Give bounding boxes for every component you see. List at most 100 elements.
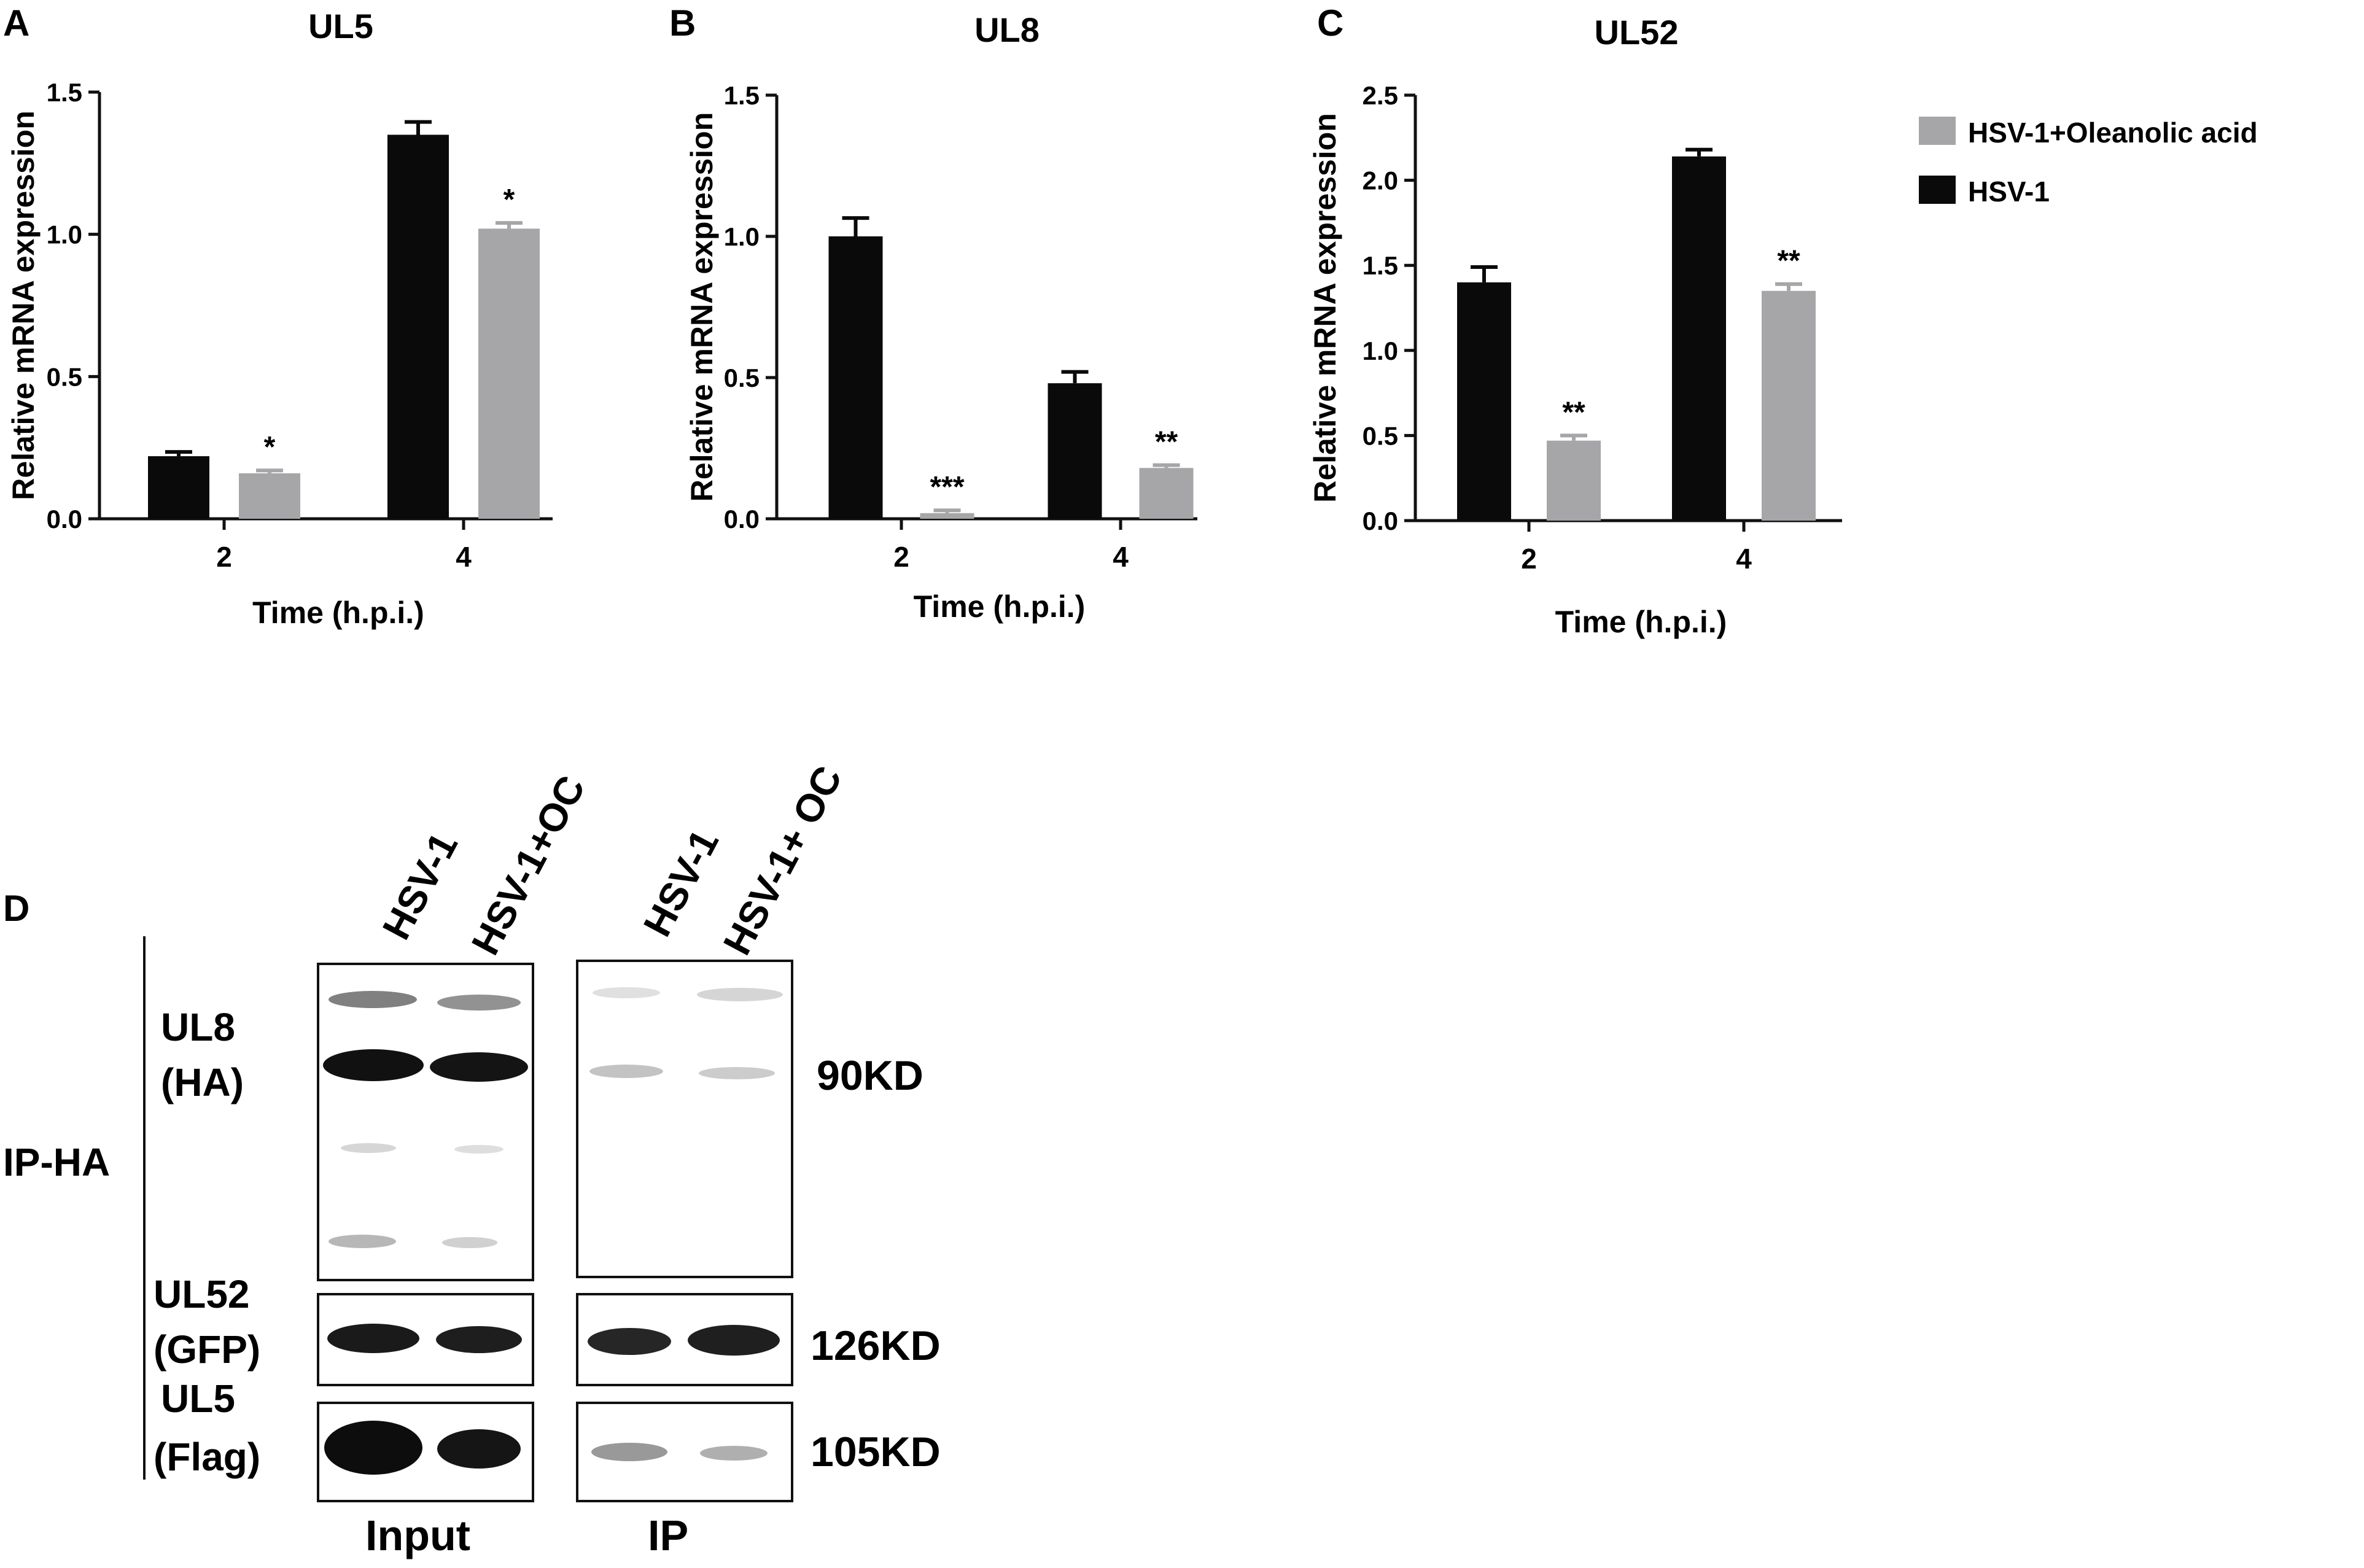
input-blot-ul52 bbox=[317, 1293, 534, 1386]
x-tick-label: 2 bbox=[1521, 543, 1537, 575]
band bbox=[329, 1235, 396, 1248]
x-tick-label: 4 bbox=[1113, 541, 1129, 573]
chart-ul5: UL5 0.0 0.5 1.0 1.5 2 * 4 * Time (h.p.i.) Relative… bbox=[6, 7, 553, 630]
y-axis-label: Relative mRNA expression bbox=[1308, 113, 1342, 503]
band bbox=[591, 1443, 667, 1461]
row-tag-ul52: (GFP) bbox=[154, 1327, 260, 1372]
band bbox=[688, 1325, 780, 1356]
size-label-90kd: 90KD bbox=[817, 1052, 923, 1099]
lane-label-input-hsv1-oc: HSV-1+OC bbox=[463, 769, 594, 962]
y-tick-label: 0.0 bbox=[47, 505, 82, 534]
ip-blot-ul52 bbox=[576, 1293, 793, 1386]
y-tick-label: 0.5 bbox=[1363, 421, 1398, 450]
bar-oleanolic-4 bbox=[1139, 468, 1194, 519]
legend: HSV-1+Oleanolic acid HSV-1 bbox=[1919, 117, 2258, 208]
input-blot-ul5 bbox=[317, 1402, 534, 1502]
bar-oleanolic-2 bbox=[1547, 440, 1601, 521]
y-tick-label: 1.5 bbox=[47, 78, 82, 107]
y-tick-label: 1.0 bbox=[1363, 336, 1398, 365]
legend-swatch-hsv1 bbox=[1919, 176, 1956, 204]
band bbox=[700, 1446, 768, 1461]
row-protein-ul5: UL5 bbox=[161, 1376, 235, 1421]
y-tick-label: 0.0 bbox=[1363, 506, 1398, 535]
size-label-126kd: 126KD bbox=[811, 1322, 941, 1369]
row-protein-ul52: UL52 bbox=[154, 1272, 250, 1316]
x-tick-label: 2 bbox=[216, 541, 232, 573]
chart-title: UL52 bbox=[1595, 13, 1679, 52]
y-tick-label: 1.0 bbox=[724, 222, 760, 251]
x-tick-label: 2 bbox=[893, 541, 909, 573]
bar-hsv1-2 bbox=[828, 236, 883, 519]
x-tick-label: 4 bbox=[456, 541, 472, 573]
size-label-105kd: 105KD bbox=[811, 1429, 941, 1475]
section-label-input: Input bbox=[365, 1512, 470, 1559]
y-tick-label: 0.0 bbox=[724, 505, 760, 534]
western-blot-panel: HSV-1 HSV-1+OC HSV-1 HSV-1+ OC IP-HA UL8… bbox=[3, 759, 941, 1559]
significance-marker: ** bbox=[1155, 426, 1178, 459]
row-tag-ul8: (HA) bbox=[161, 1060, 244, 1104]
band bbox=[699, 1067, 775, 1079]
ip-blot-ul8 bbox=[576, 960, 793, 1278]
y-axis-label: Relative mRNA expression bbox=[685, 112, 719, 502]
ip-ha-label: IP-HA bbox=[3, 1140, 110, 1184]
band bbox=[593, 987, 660, 998]
lane-label-ip-hsv1-oc: HSV-1+ OC bbox=[715, 759, 850, 962]
band bbox=[327, 1324, 419, 1353]
legend-label-oleanolic: HSV-1+Oleanolic acid bbox=[1968, 117, 2258, 149]
band bbox=[437, 995, 521, 1011]
y-tick-label: 2.0 bbox=[1363, 166, 1398, 195]
legend-swatch-oleanolic bbox=[1919, 117, 1956, 145]
section-label-ip: IP bbox=[648, 1512, 688, 1559]
x-axis-label: Time (h.p.i.) bbox=[914, 589, 1086, 624]
x-tick-label: 4 bbox=[1736, 543, 1752, 575]
band bbox=[323, 1049, 424, 1081]
row-tag-ul5: (Flag) bbox=[154, 1435, 260, 1479]
band bbox=[589, 1065, 663, 1078]
input-blot-ul8 bbox=[317, 963, 534, 1281]
significance-marker: ** bbox=[1562, 396, 1585, 429]
bar-hsv1-4 bbox=[1672, 156, 1726, 521]
panel-letter-d: D bbox=[3, 888, 29, 929]
significance-marker: * bbox=[504, 184, 515, 216]
band bbox=[588, 1328, 671, 1355]
panel-letter-a: A bbox=[3, 2, 29, 44]
row-protein-ul8: UL8 bbox=[161, 1005, 235, 1049]
bar-hsv1-4 bbox=[387, 134, 449, 519]
significance-marker: * bbox=[264, 431, 276, 464]
bar-hsv1-4 bbox=[1048, 383, 1102, 519]
lane-label-ip-hsv1: HSV-1 bbox=[635, 822, 727, 943]
panel-letter-b: B bbox=[669, 2, 696, 44]
bar-oleanolic-4 bbox=[1762, 290, 1816, 521]
y-tick-label: 0.5 bbox=[724, 363, 760, 392]
band bbox=[697, 988, 783, 1001]
ip-blot-ul5 bbox=[576, 1402, 793, 1502]
band bbox=[454, 1145, 504, 1154]
chart-title: UL8 bbox=[974, 10, 1040, 49]
bar-hsv1-2 bbox=[148, 456, 209, 519]
bar-oleanolic-2 bbox=[239, 473, 300, 519]
bar-oleanolic-4 bbox=[478, 228, 540, 519]
y-tick-label: 2.5 bbox=[1363, 81, 1398, 110]
chart-ul52: UL52 0.0 0.5 1.0 1.5 2.0 2.5 2 ** 4 ** Time (h.p.i.… bbox=[1308, 13, 1842, 639]
x-axis-label: Time (h.p.i.) bbox=[1555, 605, 1727, 639]
lane-label-input-hsv1: HSV-1 bbox=[374, 825, 466, 946]
significance-marker: *** bbox=[930, 471, 964, 503]
band bbox=[341, 1143, 396, 1153]
y-tick-label: 1.5 bbox=[1363, 251, 1398, 280]
band bbox=[430, 1052, 528, 1082]
band bbox=[324, 1421, 422, 1475]
band bbox=[329, 991, 417, 1008]
band bbox=[437, 1429, 521, 1469]
band bbox=[442, 1237, 497, 1248]
chart-title: UL5 bbox=[308, 7, 373, 45]
significance-marker: ** bbox=[1777, 245, 1800, 278]
band bbox=[436, 1326, 522, 1353]
x-axis-label: Time (h.p.i.) bbox=[252, 596, 424, 630]
chart-ul8: UL8 0.0 0.5 1.0 1.5 2 *** 4 ** Time (h.p.i.) Relat… bbox=[685, 10, 1197, 624]
y-tick-label: 1.0 bbox=[47, 220, 82, 249]
y-axis-label: Relative mRNA expression bbox=[6, 111, 41, 500]
bar-oleanolic-2 bbox=[920, 513, 974, 519]
y-tick-label: 0.5 bbox=[47, 362, 82, 391]
legend-label-hsv1: HSV-1 bbox=[1968, 176, 2050, 208]
